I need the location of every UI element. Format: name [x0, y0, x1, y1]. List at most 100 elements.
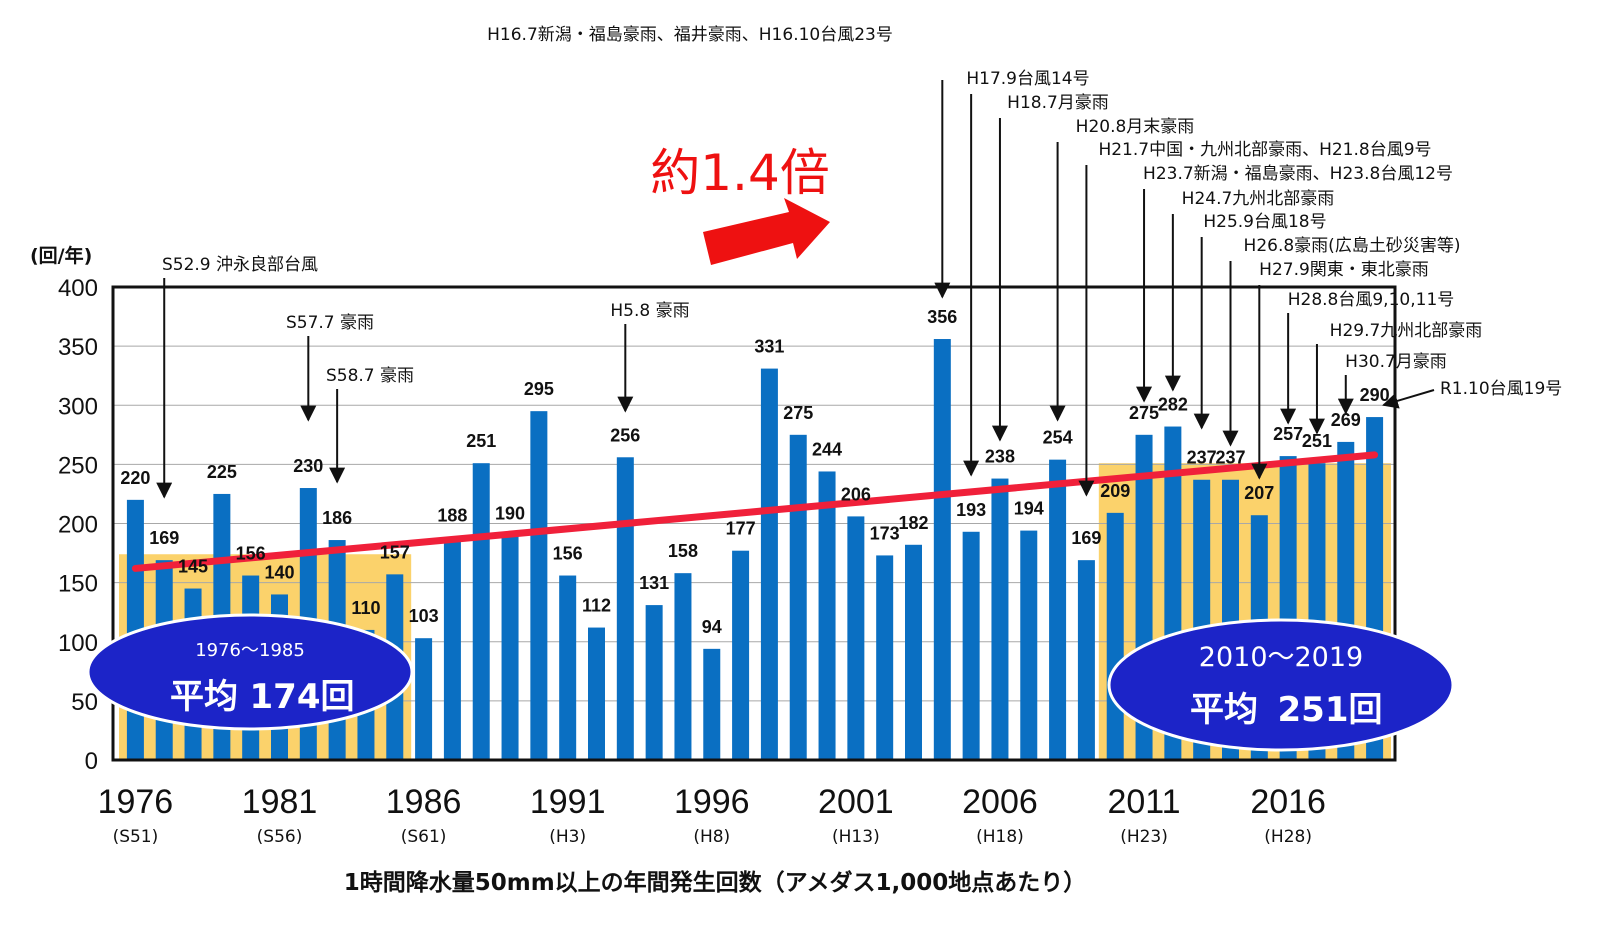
event-label-1993: H5.8 豪雨 — [610, 300, 689, 321]
bar-1988 — [472, 463, 490, 760]
data-label-1996: 94 — [702, 617, 722, 637]
bar-1992 — [588, 627, 605, 760]
ratio-annotation: 約1.4倍 — [650, 144, 830, 265]
average-years-label: 2010〜2019 — [1199, 642, 1363, 673]
x-tick-label: 1976 — [98, 783, 174, 821]
y-tick-label: 100 — [58, 630, 98, 657]
data-label-2019: 290 — [1360, 385, 1390, 405]
event-label-2017: H29.7九州北部豪雨 — [1330, 320, 1483, 341]
bar-1996 — [703, 648, 721, 760]
y-tick-label: 350 — [58, 334, 98, 361]
average-ellipse-1 — [86, 613, 414, 731]
data-label-2018: 269 — [1331, 410, 1361, 430]
x-tick-era-label: (S51) — [113, 827, 159, 847]
bar-2002 — [876, 555, 894, 760]
bar-2010 — [1106, 512, 1124, 760]
data-label-2007: 194 — [1014, 499, 1044, 519]
data-label-1977: 169 — [149, 528, 179, 548]
event-annotations: S52.9 沖永良部台風 S57.7 豪雨 S58.7 豪雨 H5.8 豪雨 H16.7… — [156, 24, 1562, 499]
bar-1987 — [443, 537, 461, 760]
data-label-2001: 206 — [841, 484, 871, 504]
data-label-1979: 225 — [207, 462, 237, 482]
data-label-2004: 356 — [927, 307, 957, 327]
event-label-2004: H16.7新潟・福島豪雨、福井豪雨、H16.10台風23号 — [487, 24, 893, 45]
average-ellipse-2 — [1107, 618, 1455, 752]
data-label-1976: 220 — [120, 468, 150, 488]
bar-2001 — [847, 516, 865, 760]
ratio-arrow-icon — [703, 198, 830, 265]
y-axis-unit-label: (回/年) — [30, 244, 92, 267]
bar-1990 — [530, 411, 548, 760]
data-label-1989: 190 — [495, 503, 525, 523]
data-label-2002: 173 — [870, 523, 900, 543]
data-label-1978: 145 — [178, 557, 208, 577]
x-tick-era-label: (H3) — [549, 827, 586, 847]
data-label-1987: 188 — [437, 506, 467, 526]
event-label-1977: S52.9 沖永良部台風 — [162, 255, 318, 275]
data-label-2015: 207 — [1244, 483, 1274, 503]
average-label: 平均 — [170, 677, 238, 717]
x-tick-label: 1981 — [242, 783, 318, 821]
data-label-2009: 169 — [1071, 528, 1101, 548]
data-label-2011: 275 — [1129, 403, 1159, 423]
x-tick-label: 1986 — [386, 783, 462, 821]
event-label-2005: H17.9台風14号 — [966, 69, 1089, 89]
bar-1989 — [501, 535, 519, 760]
data-label-2016: 257 — [1273, 424, 1303, 444]
event-label-2008: H20.8月末豪雨 — [1076, 116, 1195, 137]
average-value: 174回 — [250, 677, 355, 717]
x-tick-era-label: (H13) — [832, 827, 880, 847]
y-tick-label: 250 — [58, 452, 98, 479]
y-tick-label: 50 — [71, 689, 98, 716]
x-tick-era-label: (H8) — [693, 827, 730, 847]
data-label-2012: 282 — [1158, 395, 1188, 415]
data-label-2003: 182 — [898, 513, 928, 533]
ratio-text: 約1.4倍 — [650, 144, 830, 202]
data-label-1982: 230 — [293, 456, 323, 476]
y-tick-label: 400 — [58, 275, 98, 302]
event-label-1982: S57.7 豪雨 — [286, 312, 374, 333]
bar-1993 — [616, 457, 634, 760]
data-label-2010: 209 — [1100, 481, 1130, 501]
x-axis-ticks: 1976 (S51) 1981 (S56) 1986 (S61) 1991 (H3) 1996 (… — [98, 783, 1326, 847]
bar-1998 — [760, 368, 778, 760]
bar-1995 — [674, 573, 692, 760]
event-label-2009: H21.7中国・九州北部豪雨、H21.8台風9号 — [1098, 139, 1431, 160]
bar-2009 — [1077, 560, 1095, 760]
y-tick-label: 300 — [58, 393, 98, 420]
x-tick-label: 2001 — [818, 783, 894, 821]
x-tick-label: 1996 — [674, 783, 750, 821]
data-label-1985: 157 — [380, 542, 410, 562]
bar-1997 — [732, 550, 750, 760]
x-tick-era-label: (S61) — [401, 827, 447, 847]
data-label-1981: 140 — [264, 562, 294, 582]
event-label-2011: H23.7新潟・福島豪雨、H23.8台風12号 — [1143, 163, 1453, 184]
bar-2006 — [991, 478, 1009, 760]
y-tick-label: 0 — [85, 748, 98, 775]
x-tick-era-label: (S56) — [257, 827, 303, 847]
data-label-1992: 112 — [582, 596, 611, 616]
data-label-2014: 237 — [1215, 448, 1245, 468]
data-label-2005: 193 — [956, 500, 986, 520]
y-tick-label: 150 — [58, 571, 98, 598]
average-label: 平均 — [1190, 690, 1258, 730]
data-label-1993: 256 — [610, 425, 640, 445]
x-tick-era-label: (H28) — [1264, 827, 1312, 847]
x-tick-label: 1991 — [530, 783, 606, 821]
x-tick-label: 2006 — [962, 783, 1038, 821]
event-label-2018: H30.7月豪雨 — [1345, 351, 1447, 372]
event-label-2006: H18.7月豪雨 — [1007, 92, 1109, 113]
average-value: 251回 — [1278, 690, 1383, 730]
event-label-2016: H28.8台風9,10,11号 — [1288, 290, 1455, 310]
data-label-1998: 331 — [754, 337, 784, 357]
bar-1991 — [559, 575, 577, 760]
x-tick-era-label: (H23) — [1120, 827, 1168, 847]
trend-line — [131, 451, 1379, 572]
event-label-2019: R1.10台風19号 — [1440, 379, 1562, 399]
bar-2000 — [818, 471, 836, 760]
x-tick-era-label: (H18) — [976, 827, 1024, 847]
average-years-label: 1976〜1985 — [195, 640, 305, 661]
event-label-2015: H27.9関東・東北豪雨 — [1259, 259, 1429, 280]
